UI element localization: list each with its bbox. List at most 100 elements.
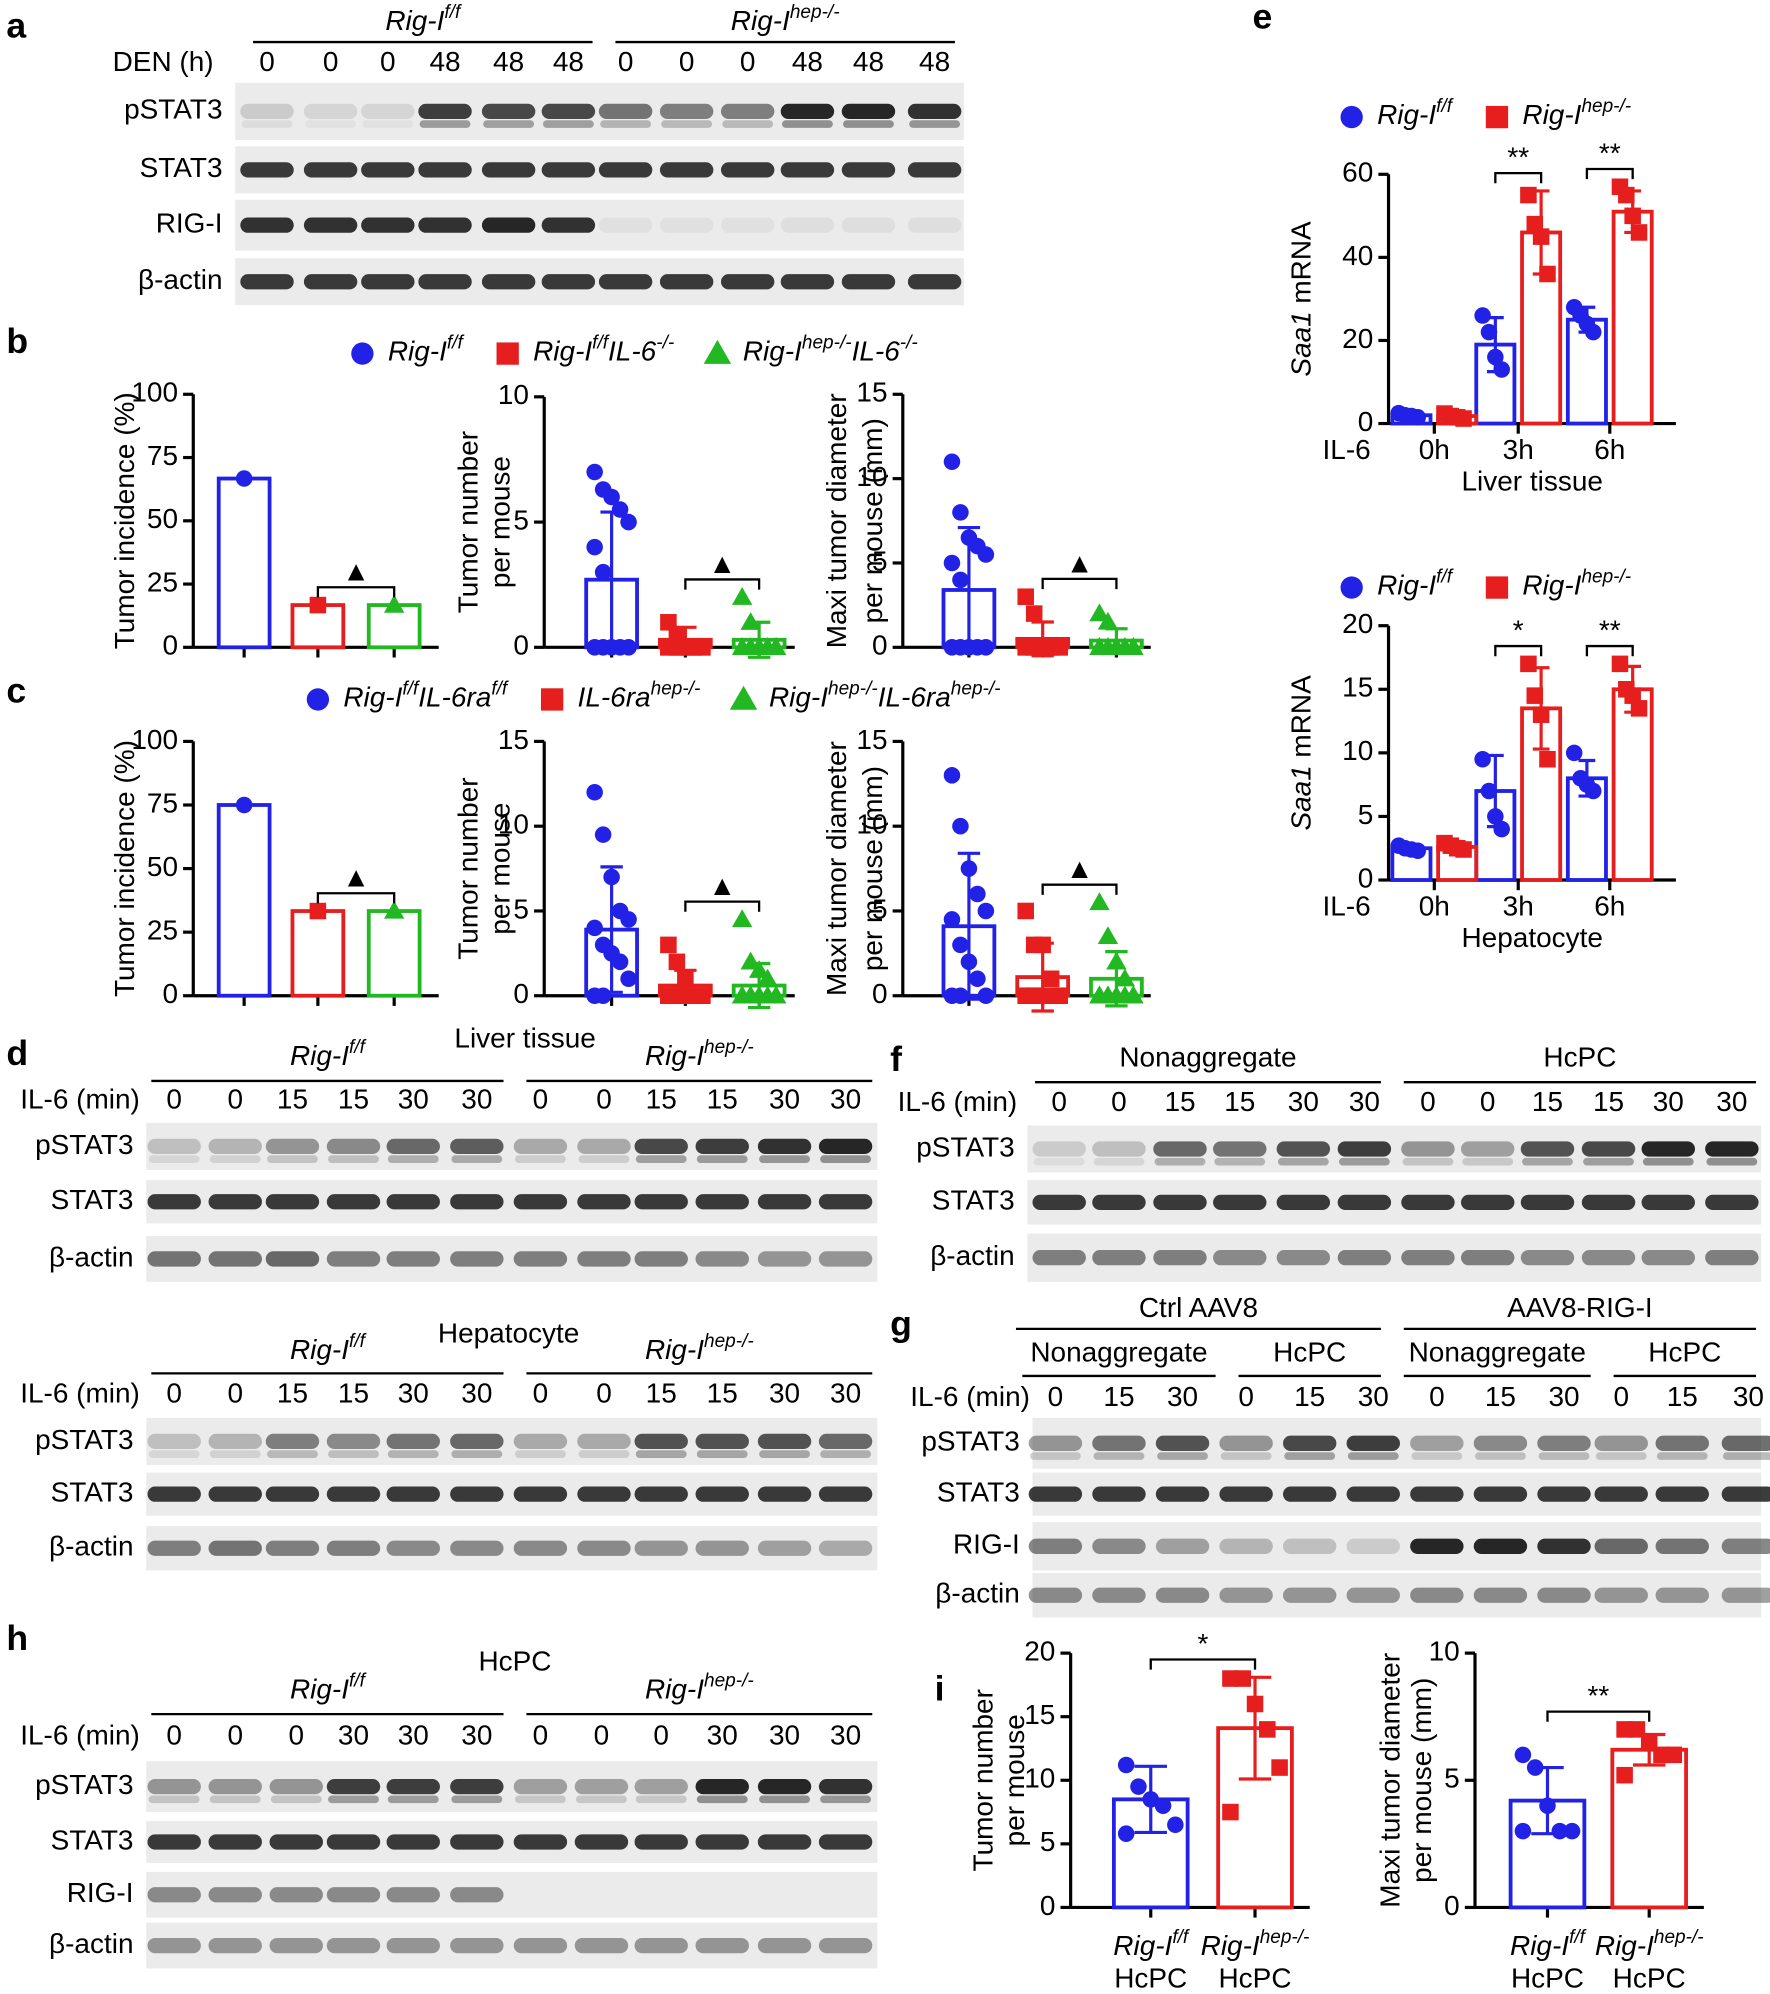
data-point [977,546,995,563]
lane-row-label: IL-6 (min) [898,1086,1018,1117]
panel-letter: c [6,671,26,711]
band [450,1937,504,1954]
band [1032,1141,1086,1157]
band [418,103,472,119]
x-tick-label: Rig-If/f [1113,1927,1190,1962]
data-point [620,970,637,988]
band [1594,1435,1648,1451]
y-tick-label: 0 [1444,1890,1460,1921]
y-axis-label-text: per mouse [485,456,516,588]
data-point [611,501,629,518]
band [147,1194,201,1210]
legend-label-part: Rig-I [1377,570,1436,601]
band [818,1486,873,1502]
legend-label: Rig-If/f [1377,566,1454,601]
band [659,274,714,290]
band [818,1540,873,1556]
legend-label-part: -/- [900,332,918,353]
band [267,1450,318,1458]
value-dot [384,900,405,919]
y-tick-label: 5 [872,545,888,576]
bar [366,909,422,998]
band [780,274,835,290]
band [696,1795,748,1804]
band [265,1486,320,1502]
row-label: β-actin [49,1531,133,1562]
band [578,1155,630,1163]
data-point [943,453,961,471]
y-tick-label: 5 [872,893,888,924]
band [265,1540,320,1556]
band [541,162,596,178]
significance-bracket [1041,883,1118,895]
lane-label: 30 [1653,1086,1684,1117]
data-point [1526,1759,1544,1776]
data-point [748,960,770,978]
data-point [1630,700,1648,717]
band [907,274,962,290]
band [659,217,714,233]
lane-label: 15 [277,1377,308,1408]
y-axis-label: Saa1 mRNA [1286,221,1317,377]
band [577,1251,631,1267]
band [1153,1141,1207,1157]
data-point [1117,1756,1135,1774]
band [1520,1194,1575,1210]
data-point [1025,987,1043,1004]
band [513,1433,568,1450]
legend-label-part: IL-6ra [578,682,651,713]
band [757,1138,812,1155]
data-point [765,985,787,1004]
legend-label-part: f/f [1436,566,1454,587]
band [757,1834,812,1850]
data-point [731,587,753,605]
data-point [740,612,761,630]
blot-strip [1027,1180,1762,1225]
band [1473,1486,1528,1502]
legend-label-part: Rig-I [533,336,592,367]
data-point [1628,1721,1646,1738]
band [818,1194,873,1210]
lane-label: 30 [769,1377,800,1408]
bar [1611,209,1654,426]
data-point [660,936,677,954]
legend-label-part: hep-/- [651,678,701,699]
lane-label: 0 [1051,1086,1067,1117]
band [820,1155,872,1163]
group-label-part: hep-/- [704,1670,754,1691]
band [541,274,596,290]
band [1092,1486,1146,1502]
data-point [1271,1759,1288,1776]
band [1520,1250,1575,1266]
panel-letter: a [6,5,27,45]
data-point [1167,1816,1184,1834]
x-tick-label: Rig-Ihep-/- [1201,1927,1310,1962]
x-tick-label-part: Rig-I [1113,1931,1172,1962]
band [1346,1486,1400,1502]
row-label: pSTAT3 [916,1131,1014,1162]
lane-label: 48 [553,46,584,77]
band [1028,1435,1083,1451]
group-label: Ctrl AAV8 [1139,1292,1258,1323]
y-tick-label: 0 [1358,406,1374,437]
lane-label: 0 [1048,1381,1064,1412]
lane-label: 0 [618,46,634,77]
lane-label: 30 [707,1719,738,1750]
band [841,274,896,290]
data-point [1222,1803,1239,1821]
significance-label: ** [1587,1680,1609,1711]
lane-label: 15 [1485,1381,1516,1412]
y-tick-label: 15 [1024,1699,1055,1730]
y-axis-label-text: Tumor incidence (%) [110,392,141,649]
significance-bracket [316,892,396,904]
y-axis-label: per mouse [485,456,516,588]
legend-label-part: hep-/- [802,332,852,353]
data-point [611,953,629,971]
band [1705,1194,1759,1210]
data-point [731,909,753,928]
data-point [952,571,969,589]
band [1276,1141,1331,1157]
band [147,1251,201,1267]
band [1214,1157,1266,1166]
x-tick-label: Rig-If/f [1510,1927,1587,1962]
